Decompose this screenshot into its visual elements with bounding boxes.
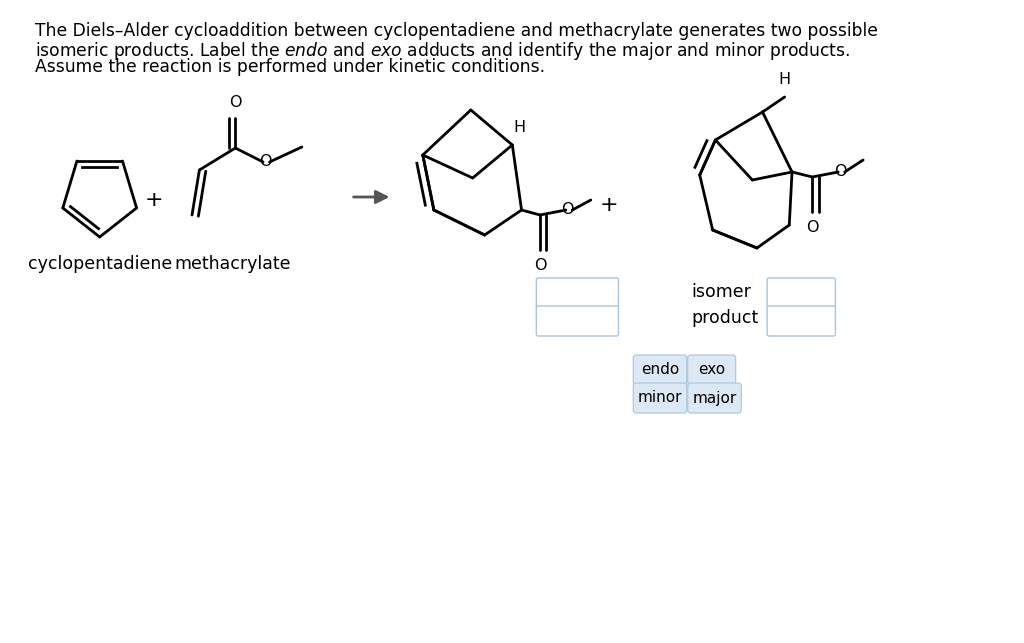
Text: isomeric products. Label the $\it{endo}$ and $\it{exo}$ adducts and identify the: isomeric products. Label the $\it{endo}$… [35,40,850,62]
Text: exo: exo [698,363,725,377]
FancyBboxPatch shape [688,355,735,385]
FancyBboxPatch shape [767,306,836,336]
FancyBboxPatch shape [767,278,836,308]
Text: O: O [561,203,574,217]
FancyBboxPatch shape [688,383,741,413]
FancyBboxPatch shape [633,383,687,413]
FancyBboxPatch shape [633,355,687,385]
Text: O: O [534,258,546,273]
Text: endo: endo [641,363,679,377]
Text: H: H [778,72,791,87]
Text: +: + [600,195,618,215]
Text: The Diels–Alder cycloaddition between cyclopentadiene and methacrylate generates: The Diels–Alder cycloaddition between cy… [35,22,878,40]
Text: O: O [806,220,818,235]
Text: Assume the reaction is performed under kinetic conditions.: Assume the reaction is performed under k… [35,58,545,76]
FancyBboxPatch shape [537,306,618,336]
Text: methacrylate: methacrylate [174,255,291,273]
Text: product: product [691,309,759,327]
Text: O: O [834,165,846,179]
FancyBboxPatch shape [537,278,618,308]
Text: isomer: isomer [691,283,752,301]
Text: +: + [144,190,164,210]
Text: cyclopentadiene: cyclopentadiene [28,255,172,273]
Text: minor: minor [638,390,682,406]
Text: H: H [514,120,525,134]
Text: O: O [229,95,242,110]
Text: major: major [692,390,736,406]
Text: O: O [259,154,271,170]
